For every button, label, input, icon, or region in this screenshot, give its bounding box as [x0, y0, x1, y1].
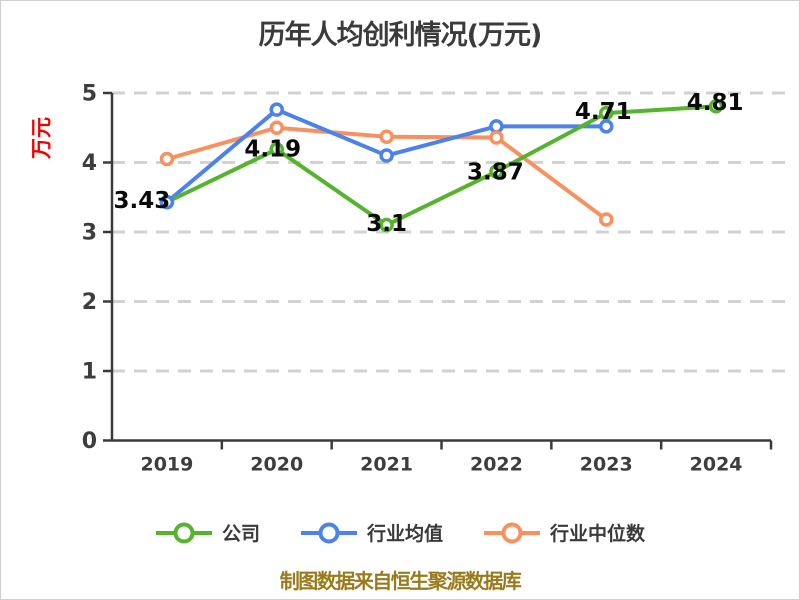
x-tick-label-2023: 2023	[580, 454, 633, 476]
legend-marker-industry-median-icon	[484, 522, 540, 543]
data-point-s2-2022	[489, 130, 504, 145]
data-point-s2-2019	[159, 151, 175, 167]
series-line-0	[164, 104, 719, 228]
value-label-2024: 4.81	[687, 90, 744, 116]
legend-item-industry-average: 行业均值	[300, 519, 443, 546]
legend-marker-industry-average-icon	[300, 522, 357, 543]
value-label-2023: 4.71	[575, 99, 632, 125]
y-tick-label-1: 1	[82, 360, 97, 385]
data-point-s1-2023	[599, 119, 614, 134]
data-source-note: 制图数据来自恒生聚源数据库	[279, 569, 522, 593]
data-point-s2-2023	[599, 212, 614, 227]
legend-label-industry-median: 行业中位数	[550, 523, 646, 545]
legend: 公司 行业均值 行业中位数	[1, 519, 799, 546]
x-tick-label-2020: 2020	[250, 454, 303, 476]
data-point-s0-2024	[708, 98, 724, 114]
data-point-s1-2021	[379, 148, 394, 163]
data-point-s1-2019	[159, 194, 175, 210]
legend-marker-company-icon	[155, 522, 212, 543]
value-label-2020: 4.19	[244, 136, 301, 162]
legend-label-industry-average: 行业均值	[366, 523, 443, 545]
data-point-s2-2021	[379, 129, 394, 145]
value-label-2019: 3.43	[114, 188, 171, 214]
y-tick-label-4: 4	[82, 151, 97, 176]
data-point-s0-2022	[489, 164, 504, 179]
data-point-s0-2021	[379, 217, 394, 233]
x-tick-label-2021: 2021	[360, 454, 413, 476]
x-tick-label-2019: 2019	[140, 454, 193, 476]
x-tick-label-2024: 2024	[690, 454, 743, 476]
data-point-s0-2020	[269, 142, 284, 157]
legend-item-company: 公司	[155, 519, 260, 546]
y-tick-label-0: 0	[82, 429, 97, 454]
data-point-s1-2022	[489, 119, 504, 134]
chart-title: 历年人均创利情况(万元)	[258, 20, 543, 51]
x-tick-label-2022: 2022	[470, 454, 523, 476]
y-tick-label-2: 2	[82, 290, 97, 315]
y-tick-label-3: 3	[82, 221, 97, 246]
legend-item-industry-median: 行业中位数	[483, 519, 645, 546]
y-tick-label-5: 5	[82, 82, 97, 107]
data-point-s0-2023	[599, 105, 614, 121]
data-point-s2-2020	[269, 120, 284, 135]
legend-label-company: 公司	[221, 523, 260, 545]
value-label-2021: 3.1	[366, 211, 407, 237]
value-label-2022: 3.87	[467, 160, 524, 186]
data-point-s1-2020	[269, 102, 284, 117]
